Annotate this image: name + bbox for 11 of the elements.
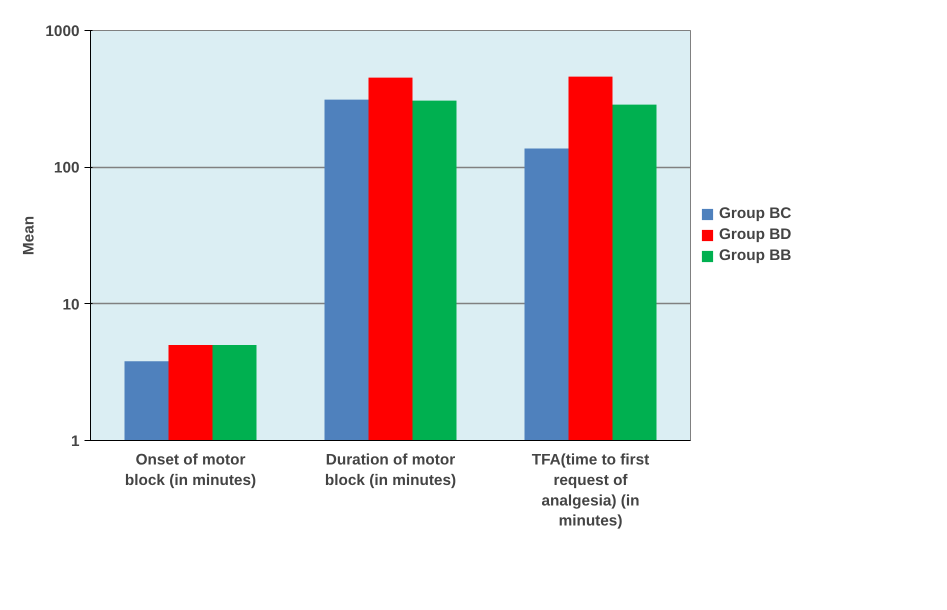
y-tick-label: 1 [70,433,80,450]
y-axis-title: Mean [20,216,38,256]
legend-label: Group BC [719,205,792,223]
x-tick-label: Onset of motor block (in minutes) [124,452,256,489]
x-tick-label: Duration of motor block (in minutes) [324,452,456,489]
y-tick-label: 1000 [45,23,80,40]
legend-label: Group BB [719,247,792,265]
y-tick-label: 10 [62,296,80,314]
x-tick-label: TFA(time to first request of analgesia) (in minutes) [532,452,650,530]
y-tick-label: 100 [54,160,80,177]
legend-label: Group BD [719,226,792,244]
